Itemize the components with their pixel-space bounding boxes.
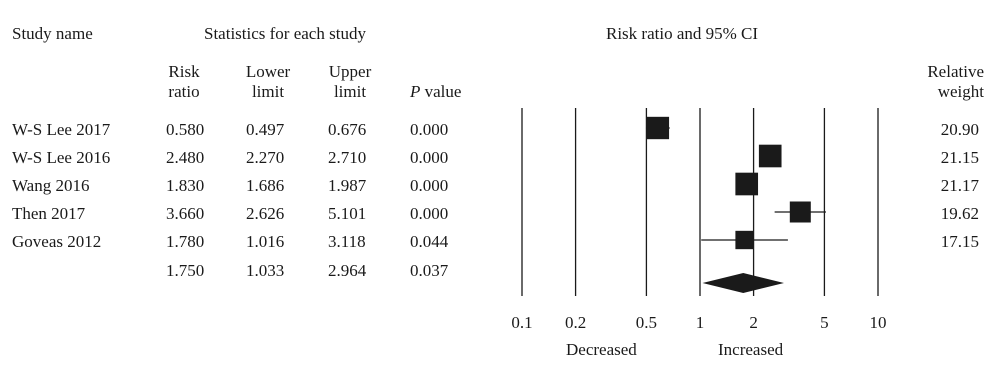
relative-weight-value: 17.15 (940, 232, 979, 251)
risk-ratio-value: 0.580 (166, 120, 205, 139)
decreased-label: Decreased (566, 340, 637, 359)
upper-limit-value: 0.676 (328, 120, 367, 139)
study-name: W-S Lee 2016 (12, 148, 111, 167)
study-name: Goveas 2012 (12, 232, 102, 251)
lower-limit-header-line2: limit (251, 82, 285, 101)
p-value: 0.000 (410, 148, 449, 167)
tick-label: 1 (696, 313, 705, 332)
relative-weight-value: 19.62 (940, 204, 979, 223)
p-value: 0.000 (410, 176, 449, 195)
risk-ratio-value: 3.660 (166, 204, 205, 223)
p-value: 0.000 (410, 120, 449, 139)
upper-limit-value: 1.987 (328, 176, 367, 195)
upper-limit-value: 2.710 (328, 148, 367, 167)
relative-weight-header: Relative weight (900, 62, 984, 102)
lower-limit-header: Lower limit (240, 62, 296, 102)
tick-label: 5 (820, 313, 829, 332)
lower-limit-value: 0.497 (246, 120, 285, 139)
study-name: Wang 2016 (12, 176, 90, 195)
lower-limit-value: 1.016 (246, 232, 285, 251)
pooled-risk-ratio: 1.750 (166, 261, 205, 280)
risk-ratio-value: 2.480 (166, 148, 205, 167)
p-value: 0.044 (410, 232, 449, 251)
tick-label: 0.1 (511, 313, 532, 332)
tick-label: 10 (870, 313, 887, 332)
increased-label: Increased (718, 340, 784, 359)
lower-limit-value: 1.686 (246, 176, 285, 195)
p-value: 0.000 (410, 204, 449, 223)
relative-weight-value: 21.17 (940, 176, 979, 195)
tick-label: 2 (749, 313, 758, 332)
relative-weight-value: 20.90 (940, 120, 979, 139)
point-estimate (735, 172, 759, 196)
upper-limit-value: 3.118 (328, 232, 366, 251)
risk-ratio-header-line1: Risk (168, 62, 200, 81)
point-estimate (789, 201, 811, 223)
tick-label: 0.2 (565, 313, 586, 332)
upper-limit-header: Upper limit (322, 62, 378, 102)
pooled-p-value: 0.037 (410, 261, 449, 280)
lower-limit-value: 2.626 (246, 204, 285, 223)
upper-limit-header-line2: limit (333, 82, 367, 101)
point-estimate (758, 144, 782, 168)
study-name-header: Study name (12, 24, 93, 43)
relative-weight-header-line1: Relative (927, 62, 984, 81)
relative-weight-value: 21.15 (940, 148, 979, 167)
point-estimate (735, 230, 754, 250)
risk-ratio-header: Risk ratio (156, 62, 212, 102)
plot-title: Risk ratio and 95% CI (606, 24, 759, 43)
risk-ratio-value: 1.780 (166, 232, 205, 251)
relative-weight-header-line2: weight (937, 82, 984, 101)
p-value-header-rest: value (420, 82, 462, 101)
p-value-header: P value (410, 82, 461, 102)
pooled-diamond (702, 273, 784, 293)
tick-label: 0.5 (636, 313, 657, 332)
pooled-upper-limit: 2.964 (328, 261, 367, 280)
risk-ratio-header-line2: ratio (168, 82, 200, 101)
upper-limit-value: 5.101 (328, 204, 367, 223)
risk-ratio-value: 1.830 (166, 176, 205, 195)
pooled-lower-limit: 1.033 (246, 261, 285, 280)
point-estimate (646, 116, 670, 140)
study-name: W-S Lee 2017 (12, 120, 111, 139)
study-name: Then 2017 (12, 204, 86, 223)
lower-limit-header-line1: Lower (245, 62, 291, 81)
lower-limit-value: 2.270 (246, 148, 285, 167)
statistics-header: Statistics for each study (204, 24, 366, 43)
p-value-header-italic: P (410, 82, 421, 101)
upper-limit-header-line1: Upper (328, 62, 372, 81)
